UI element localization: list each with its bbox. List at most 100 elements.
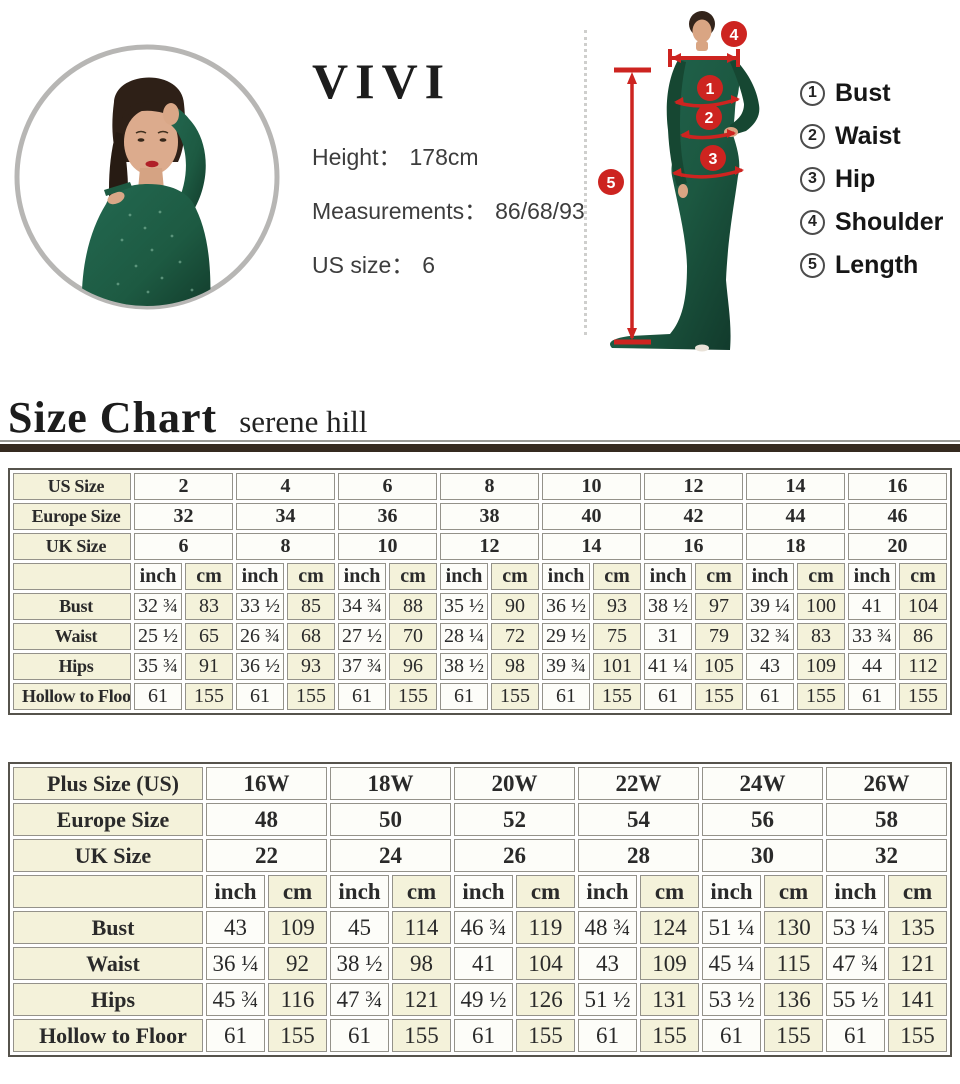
inch-value-cell: 36 ½ — [236, 653, 284, 680]
cm-value-cell: 130 — [764, 911, 823, 944]
inch-value-cell: 61 — [236, 683, 284, 710]
cm-value-cell: 98 — [491, 653, 539, 680]
cm-value-cell: 155 — [392, 1019, 451, 1052]
size-cell: 28 — [578, 839, 699, 872]
inch-value-cell: 61 — [206, 1019, 265, 1052]
size-cell: 10 — [542, 473, 641, 500]
inch-value-cell: 55 ½ — [826, 983, 885, 1016]
size-cell: 22 — [206, 839, 327, 872]
cm-value-cell: 104 — [899, 593, 947, 620]
cm-value-cell: 112 — [899, 653, 947, 680]
measurement-legend: 1 Bust 2 Waist 3 Hip 4 Shoulder 5 Length — [800, 79, 944, 279]
inch-value-cell: 33 ¾ — [848, 623, 896, 650]
size-cell: 20W — [454, 767, 575, 800]
size-cell: 4 — [236, 473, 335, 500]
size-cell: 52 — [454, 803, 575, 836]
size-cell: 18 — [746, 533, 845, 560]
cm-value-cell: 155 — [888, 1019, 947, 1052]
size-cell: 8 — [440, 473, 539, 500]
unit-inch-cell: inch — [542, 563, 590, 590]
cm-value-cell: 70 — [389, 623, 437, 650]
cm-value-cell: 109 — [640, 947, 699, 980]
size-cell: 8 — [236, 533, 335, 560]
inch-value-cell: 51 ¼ — [702, 911, 761, 944]
inch-value-cell: 47 ¾ — [330, 983, 389, 1016]
inch-value-cell: 61 — [338, 683, 386, 710]
marker-bust-number: 1 — [706, 81, 715, 98]
cm-value-cell: 155 — [389, 683, 437, 710]
inch-value-cell: 46 ¾ — [454, 911, 513, 944]
unit-cm-cell: cm — [899, 563, 947, 590]
cm-value-cell: 104 — [516, 947, 575, 980]
inch-value-cell: 41 ¼ — [644, 653, 692, 680]
inch-value-cell: 39 ¼ — [746, 593, 794, 620]
standard-size-table: US Size 2 4 6 8 10 12 14 16 Europe Size 32 34 36 38 40… — [8, 468, 952, 715]
legend-item-length: 5 Length — [800, 250, 943, 279]
marker-length-number: 5 — [607, 175, 616, 192]
unit-cm-cell: cm — [287, 563, 335, 590]
inch-value-cell: 29 ½ — [542, 623, 590, 650]
inch-value-cell: 45 — [330, 911, 389, 944]
cm-value-cell: 119 — [516, 911, 575, 944]
size-cell: 14 — [746, 473, 845, 500]
spec-measurements-label: Measurements： — [312, 198, 488, 224]
cm-value-cell: 90 — [491, 593, 539, 620]
legend-label: Shoulder — [835, 207, 944, 236]
size-cell: 12 — [644, 473, 743, 500]
unit-cm-cell: cm — [593, 563, 641, 590]
size-cell: 24W — [702, 767, 823, 800]
inch-value-cell: 53 ¼ — [826, 911, 885, 944]
size-cell: 20 — [848, 533, 947, 560]
unit-cm-cell: cm — [516, 875, 575, 908]
cm-value-cell: 155 — [516, 1019, 575, 1052]
size-cell: 38 — [440, 503, 539, 530]
row-label: Waist — [13, 623, 131, 650]
legend-label: Length — [835, 250, 919, 279]
table-row: UK Size 22 24 26 28 30 32 — [13, 839, 947, 872]
marker-hip-number: 3 — [709, 151, 718, 168]
unit-inch-cell: inch — [440, 563, 488, 590]
inch-value-cell: 41 — [454, 947, 513, 980]
cm-value-cell: 88 — [389, 593, 437, 620]
inch-value-cell: 44 — [848, 653, 896, 680]
cm-value-cell: 124 — [640, 911, 699, 944]
size-cell: 46 — [848, 503, 947, 530]
unit-cm-cell: cm — [389, 563, 437, 590]
size-cell: 2 — [134, 473, 233, 500]
unit-inch-cell: inch — [848, 563, 896, 590]
cm-value-cell: 79 — [695, 623, 743, 650]
cm-value-cell: 141 — [888, 983, 947, 1016]
table-row: Hollow to Floor 61 155 61 155 61 155 61 155 61 155… — [13, 1019, 947, 1052]
row-label: Bust — [13, 911, 203, 944]
inch-value-cell: 45 ¾ — [206, 983, 265, 1016]
unit-cm-cell: cm — [392, 875, 451, 908]
spec-height-label: Height： — [312, 144, 402, 170]
inch-value-cell: 34 ¾ — [338, 593, 386, 620]
size-chart-subtitle: serene hill — [239, 404, 368, 439]
unit-inch-cell: inch — [330, 875, 389, 908]
unit-inch-cell: inch — [134, 563, 182, 590]
inch-value-cell: 35 ½ — [440, 593, 488, 620]
row-label: UK Size — [13, 533, 131, 560]
cm-value-cell: 68 — [287, 623, 335, 650]
spec-height: Height： 178cm — [312, 138, 582, 172]
size-cell: 26W — [826, 767, 947, 800]
unit-inch-cell: inch — [454, 875, 513, 908]
legend-circled-number: 4 — [800, 209, 825, 235]
unit-inch-cell: inch — [338, 563, 386, 590]
legend-label: Hip — [835, 164, 876, 193]
legend-circled-number: 5 — [800, 252, 825, 278]
inch-value-cell: 61 — [746, 683, 794, 710]
size-cell: 30 — [702, 839, 823, 872]
legend-item-shoulder: 4 Shoulder — [800, 207, 944, 236]
cm-value-cell: 109 — [268, 911, 327, 944]
size-cell: 16 — [644, 533, 743, 560]
size-cell: 26 — [454, 839, 575, 872]
row-label — [13, 875, 203, 908]
row-label: Hollow to Floor — [13, 683, 131, 710]
table-row: Waist 25 ½ 65 26 ¾ 68 27 ½ 70 28 ¼ 72 29 ½ 75 31 79 3… — [13, 623, 947, 650]
inch-value-cell: 38 ½ — [440, 653, 488, 680]
cm-value-cell: 109 — [797, 653, 845, 680]
